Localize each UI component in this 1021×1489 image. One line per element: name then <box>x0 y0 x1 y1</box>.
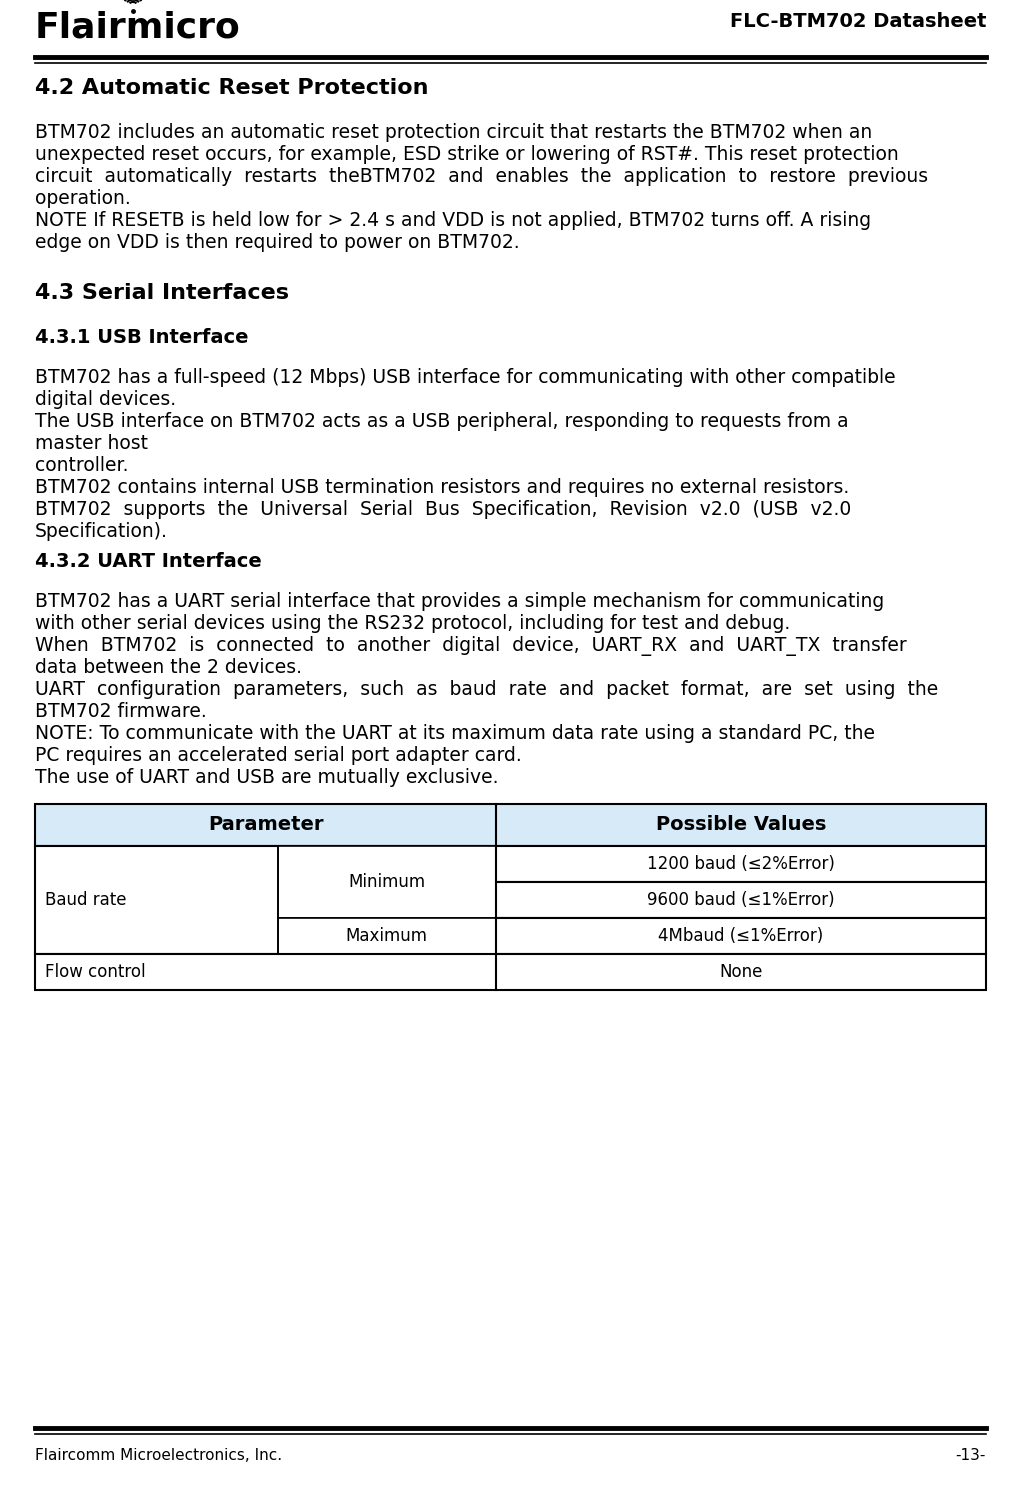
Text: 4.3.2 UART Interface: 4.3.2 UART Interface <box>35 552 261 570</box>
Text: NOTE: To communicate with the UART at its maximum data rate using a standard PC,: NOTE: To communicate with the UART at it… <box>35 724 875 743</box>
FancyBboxPatch shape <box>35 846 496 954</box>
Text: 4.3 Serial Interfaces: 4.3 Serial Interfaces <box>35 283 289 302</box>
Text: controller.: controller. <box>35 456 129 475</box>
Text: Baud rate: Baud rate <box>45 890 127 908</box>
Text: BTM702 includes an automatic reset protection circuit that restarts the BTM702 w: BTM702 includes an automatic reset prote… <box>35 124 872 141</box>
Text: -13-: -13- <box>956 1447 986 1464</box>
Text: When  BTM702  is  connected  to  another  digital  device,  UART_RX  and  UART_T: When BTM702 is connected to another digi… <box>35 636 907 657</box>
Text: data between the 2 devices.: data between the 2 devices. <box>35 658 302 677</box>
Text: Maximum: Maximum <box>346 928 428 946</box>
Text: BTM702  supports  the  Universal  Serial  Bus  Specification,  Revision  v2.0  (: BTM702 supports the Universal Serial Bus… <box>35 500 852 520</box>
Text: BTM702 has a UART serial interface that provides a simple mechanism for communic: BTM702 has a UART serial interface that … <box>35 593 884 610</box>
FancyBboxPatch shape <box>278 919 496 954</box>
Text: None: None <box>720 963 763 981</box>
Text: BTM702 firmware.: BTM702 firmware. <box>35 701 206 721</box>
FancyBboxPatch shape <box>496 919 986 954</box>
Text: The USB interface on BTM702 acts as a USB peripheral, responding to requests fro: The USB interface on BTM702 acts as a US… <box>35 412 848 430</box>
Text: Flaircomm Microelectronics, Inc.: Flaircomm Microelectronics, Inc. <box>35 1447 282 1464</box>
Text: circuit  automatically  restarts  theBTM702  and  enables  the  application  to : circuit automatically restarts theBTM702… <box>35 167 928 186</box>
FancyBboxPatch shape <box>278 846 496 919</box>
Text: operation.: operation. <box>35 189 131 208</box>
Text: BTM702 has a full-speed (12 Mbps) USB interface for communicating with other com: BTM702 has a full-speed (12 Mbps) USB in… <box>35 368 895 387</box>
Text: 9600 baud (≤1%Error): 9600 baud (≤1%Error) <box>647 890 835 908</box>
Text: 4.2 Automatic Reset Protection: 4.2 Automatic Reset Protection <box>35 77 429 98</box>
Text: digital devices.: digital devices. <box>35 390 177 409</box>
Text: Specification).: Specification). <box>35 523 167 541</box>
Text: 4Mbaud (≤1%Error): 4Mbaud (≤1%Error) <box>659 928 824 946</box>
FancyBboxPatch shape <box>35 804 986 846</box>
FancyBboxPatch shape <box>35 954 986 990</box>
Text: Flairmicro: Flairmicro <box>35 10 241 45</box>
Text: Flow control: Flow control <box>45 963 146 981</box>
Text: PC requires an accelerated serial port adapter card.: PC requires an accelerated serial port a… <box>35 746 522 765</box>
FancyBboxPatch shape <box>496 881 986 919</box>
Text: Possible Values: Possible Values <box>655 816 826 834</box>
Text: The use of UART and USB are mutually exclusive.: The use of UART and USB are mutually exc… <box>35 768 498 788</box>
Text: master host: master host <box>35 433 148 453</box>
Text: with other serial devices using the RS232 protocol, including for test and debug: with other serial devices using the RS23… <box>35 613 790 633</box>
Text: unexpected reset occurs, for example, ESD strike or lowering of RST#. This reset: unexpected reset occurs, for example, ES… <box>35 144 898 164</box>
Text: BTM702 contains internal USB termination resistors and requires no external resi: BTM702 contains internal USB termination… <box>35 478 849 497</box>
Text: FLC-BTM702 Datasheet: FLC-BTM702 Datasheet <box>729 12 986 31</box>
Text: Minimum: Minimum <box>348 873 426 890</box>
Text: 1200 baud (≤2%Error): 1200 baud (≤2%Error) <box>647 855 835 873</box>
Text: Parameter: Parameter <box>208 816 324 834</box>
FancyBboxPatch shape <box>496 846 986 881</box>
Text: 4.3.1 USB Interface: 4.3.1 USB Interface <box>35 328 248 347</box>
Text: UART  configuration  parameters,  such  as  baud  rate  and  packet  format,  ar: UART configuration parameters, such as b… <box>35 680 938 698</box>
Text: NOTE If RESETB is held low for > 2.4 s and VDD is not applied, BTM702 turns off.: NOTE If RESETB is held low for > 2.4 s a… <box>35 211 871 229</box>
Text: edge on VDD is then required to power on BTM702.: edge on VDD is then required to power on… <box>35 232 520 252</box>
